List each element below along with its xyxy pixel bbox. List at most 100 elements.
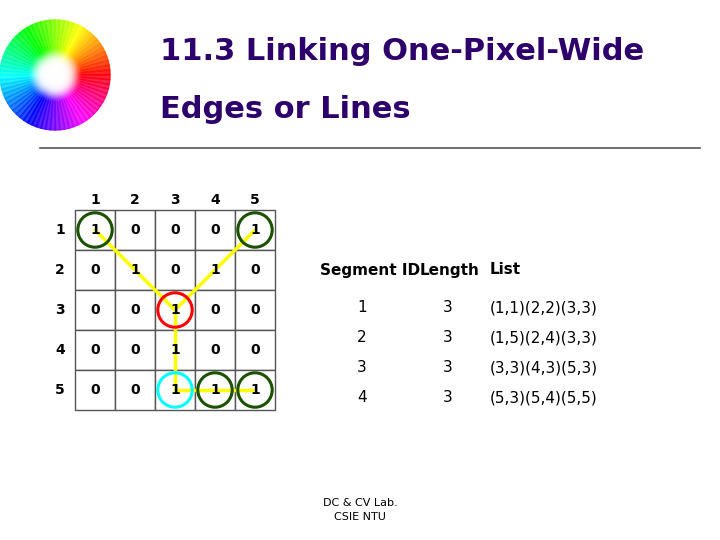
Text: Length: Length bbox=[420, 262, 480, 278]
Wedge shape bbox=[55, 75, 65, 130]
Wedge shape bbox=[13, 75, 55, 114]
Text: 1: 1 bbox=[250, 383, 260, 397]
Text: 4: 4 bbox=[357, 390, 366, 406]
Bar bbox=[115, 210, 155, 250]
Text: 0: 0 bbox=[90, 343, 100, 357]
Wedge shape bbox=[55, 23, 78, 75]
Bar bbox=[75, 330, 115, 370]
Wedge shape bbox=[55, 21, 69, 75]
Wedge shape bbox=[1, 56, 55, 75]
Text: 1: 1 bbox=[55, 223, 65, 237]
Wedge shape bbox=[5, 75, 55, 103]
Wedge shape bbox=[9, 39, 55, 75]
Wedge shape bbox=[55, 75, 91, 120]
Wedge shape bbox=[3, 52, 55, 75]
Bar bbox=[235, 250, 275, 290]
Circle shape bbox=[32, 52, 78, 98]
Text: 5: 5 bbox=[55, 383, 65, 397]
Circle shape bbox=[52, 72, 58, 78]
Bar bbox=[155, 250, 195, 290]
Wedge shape bbox=[55, 75, 87, 123]
Wedge shape bbox=[27, 25, 55, 75]
Text: 0: 0 bbox=[90, 383, 100, 397]
Circle shape bbox=[45, 65, 65, 85]
Circle shape bbox=[43, 63, 66, 86]
Bar bbox=[235, 210, 275, 250]
Wedge shape bbox=[55, 20, 60, 75]
Bar bbox=[115, 290, 155, 330]
Text: 0: 0 bbox=[130, 223, 140, 237]
Text: 0: 0 bbox=[130, 383, 140, 397]
Bar bbox=[235, 370, 275, 410]
Text: List: List bbox=[490, 262, 521, 278]
Text: (3,3)(4,3)(5,3): (3,3)(4,3)(5,3) bbox=[490, 361, 598, 375]
Circle shape bbox=[36, 56, 74, 94]
Wedge shape bbox=[55, 43, 103, 75]
Text: 3: 3 bbox=[443, 330, 453, 346]
Bar bbox=[115, 370, 155, 410]
Text: (1,1)(2,2)(3,3): (1,1)(2,2)(3,3) bbox=[490, 300, 598, 315]
Text: 0: 0 bbox=[90, 263, 100, 277]
Wedge shape bbox=[40, 21, 55, 75]
Wedge shape bbox=[55, 27, 86, 75]
Bar bbox=[195, 370, 235, 410]
Wedge shape bbox=[55, 36, 97, 75]
Bar bbox=[235, 330, 275, 370]
Wedge shape bbox=[55, 70, 110, 75]
Wedge shape bbox=[50, 75, 55, 130]
Wedge shape bbox=[55, 75, 103, 106]
Text: 0: 0 bbox=[250, 343, 260, 357]
Wedge shape bbox=[23, 28, 55, 75]
Text: 4: 4 bbox=[210, 193, 220, 207]
Wedge shape bbox=[55, 75, 78, 127]
Text: 1: 1 bbox=[170, 383, 180, 397]
Wedge shape bbox=[19, 30, 55, 75]
Bar bbox=[75, 250, 115, 290]
Text: 1: 1 bbox=[210, 263, 220, 277]
Bar bbox=[235, 290, 275, 330]
Bar bbox=[155, 210, 195, 250]
Circle shape bbox=[48, 68, 62, 82]
Text: 2: 2 bbox=[55, 263, 65, 277]
Wedge shape bbox=[0, 75, 55, 85]
Wedge shape bbox=[55, 75, 94, 117]
Wedge shape bbox=[0, 70, 55, 76]
Circle shape bbox=[35, 55, 76, 95]
Wedge shape bbox=[50, 20, 55, 75]
Wedge shape bbox=[55, 32, 94, 75]
Bar bbox=[155, 330, 195, 370]
Text: 4: 4 bbox=[55, 343, 65, 357]
Wedge shape bbox=[12, 36, 55, 75]
Text: 1: 1 bbox=[210, 383, 220, 397]
Text: 0: 0 bbox=[210, 223, 220, 237]
Bar bbox=[195, 290, 235, 330]
Wedge shape bbox=[0, 75, 55, 80]
Text: 0: 0 bbox=[130, 343, 140, 357]
Text: 5: 5 bbox=[250, 193, 260, 207]
Wedge shape bbox=[41, 75, 55, 129]
Wedge shape bbox=[55, 75, 107, 98]
Wedge shape bbox=[55, 75, 60, 130]
Circle shape bbox=[40, 60, 69, 90]
Text: 0: 0 bbox=[170, 223, 180, 237]
Text: 3: 3 bbox=[443, 300, 453, 315]
Wedge shape bbox=[27, 75, 55, 125]
Bar bbox=[195, 210, 235, 250]
Wedge shape bbox=[45, 20, 55, 75]
Bar bbox=[155, 290, 195, 330]
Text: 1: 1 bbox=[250, 223, 260, 237]
Text: 3: 3 bbox=[170, 193, 180, 207]
Text: 2: 2 bbox=[357, 330, 366, 346]
Text: 1: 1 bbox=[130, 263, 140, 277]
Wedge shape bbox=[5, 48, 55, 75]
Bar bbox=[75, 370, 115, 410]
Circle shape bbox=[30, 50, 80, 99]
Wedge shape bbox=[55, 25, 83, 75]
Wedge shape bbox=[16, 33, 55, 75]
Wedge shape bbox=[55, 75, 74, 128]
Wedge shape bbox=[55, 47, 105, 75]
Wedge shape bbox=[2, 75, 55, 94]
Text: (5,3)(5,4)(5,5): (5,3)(5,4)(5,5) bbox=[490, 390, 598, 406]
Text: 1: 1 bbox=[170, 303, 180, 317]
Circle shape bbox=[37, 58, 73, 92]
